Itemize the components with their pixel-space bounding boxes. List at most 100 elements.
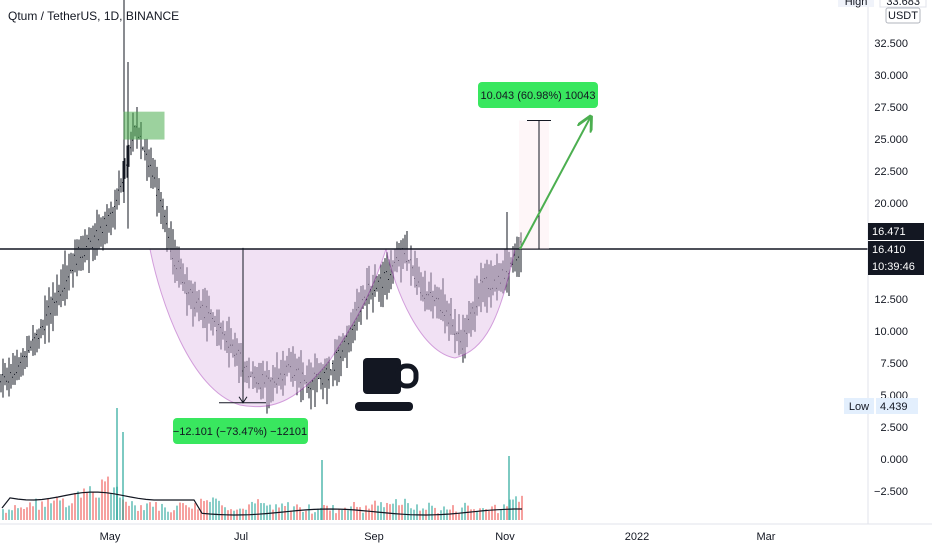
price-tick-label: −2.500 [874,486,908,498]
volume-bar [44,506,46,520]
volume-bar [269,504,271,520]
time-axis[interactable]: May Jul Sep Nov 2022 Mar [0,523,932,543]
drawings: −12.101 (−73.47%) −12101 10.043 (60.98%) … [0,82,868,444]
volume-bar [464,502,466,520]
volume-bar [500,509,502,520]
volume-bar [56,496,58,520]
volume-bar [251,501,253,520]
volume-bar [308,504,310,520]
volume-bar [353,501,355,520]
volume-bar [104,481,106,520]
volume-bar [185,505,187,520]
price-tick-label: 7.500 [880,358,908,370]
volume-bar [437,513,439,520]
volume-bar [473,509,475,520]
price-tag-value: 16.410 [872,244,906,256]
volume-bar [254,503,256,520]
volume-bar [365,505,367,520]
volume-bar [329,510,331,520]
volume-bar [38,509,40,520]
volume-bar [128,505,130,520]
volume-bar [86,492,88,520]
high-tag [879,0,927,8]
volume-bar [41,501,43,520]
volume-bar [311,513,313,520]
volume-bar [284,505,286,520]
volume-bar [188,507,190,520]
volume-bar [173,510,175,520]
time-tick-label: Sep [364,531,384,543]
volume-bar [518,501,520,520]
volume-bar [398,505,400,520]
volume-bar [200,498,202,520]
price-tick-label: 2.500 [880,422,908,434]
volume-bar [299,507,301,520]
volume-bar [50,503,52,520]
volume-bar [407,503,409,520]
volume-bar [395,499,397,520]
volume-bar [260,503,262,520]
volume-bar [350,506,352,520]
volume-bar [2,509,4,520]
volume-bar [389,504,391,520]
volume-bar [290,510,292,520]
price-axis[interactable]: 32.500 30.000 27.500 25.000 22.500 20.000 12.5… [838,0,932,524]
price-tick-label: 25.000 [874,134,908,146]
price-tick-label: 27.500 [874,102,908,114]
coffee-cup-icon [355,358,419,411]
volume-bar [410,508,412,520]
plot-area [0,0,523,520]
volume-bar [53,500,55,520]
volume-bar [344,507,346,520]
currency-label: USDT [888,10,918,22]
volume-bar [65,507,67,520]
volume-bar [77,491,79,520]
volume-bar [266,505,268,520]
time-tick-label: Nov [495,531,515,543]
price-tick-label: 22.500 [874,166,908,178]
volume-bar [143,510,145,520]
volume-bar [176,505,178,520]
volume-bar [23,509,25,520]
volume-bar [206,500,208,520]
volume-bar [146,503,148,520]
volume-bar [470,509,472,520]
price-tag-value: 10:39:46 [872,261,915,273]
volume-bar [434,507,436,520]
volume-bar [515,496,517,520]
price-tick-label: 30.000 [874,70,908,82]
price-tick-label: 0.000 [880,454,908,466]
volume-bar [224,507,226,520]
time-tick-label: Jul [234,531,248,543]
measure-down-pill [173,418,308,444]
high-label-bg [838,0,874,7]
volume-bar [356,506,358,520]
volume-bar [338,509,340,520]
volume-bar [422,508,424,520]
volume-bar [194,503,196,520]
price-tick-label: 12.500 [874,294,908,306]
cup-shape [149,248,387,408]
volume-bar [179,502,181,520]
volume-bar [497,513,499,520]
volume-bar [191,508,193,520]
volume-bar [116,408,118,520]
volume-bar [392,503,394,520]
volume-bar [5,512,7,520]
price-tag-value: 16.471 [872,226,906,238]
volume-bar [371,504,373,520]
handle-shape [385,248,516,359]
volume-bar [368,508,370,520]
volume-bar [512,499,514,520]
volume-bar [476,511,478,520]
volume-bar [506,506,508,520]
volume-bar [14,505,16,520]
volume-bar [209,501,211,520]
volume-bar [323,505,325,520]
time-tick-label: 2022 [625,531,649,543]
volume-bar [239,508,241,520]
time-tick-label: Mar [757,531,776,543]
measure-down-label: −12.101 (−73.47%) −12101 [173,426,307,438]
volume-bar [431,505,433,520]
